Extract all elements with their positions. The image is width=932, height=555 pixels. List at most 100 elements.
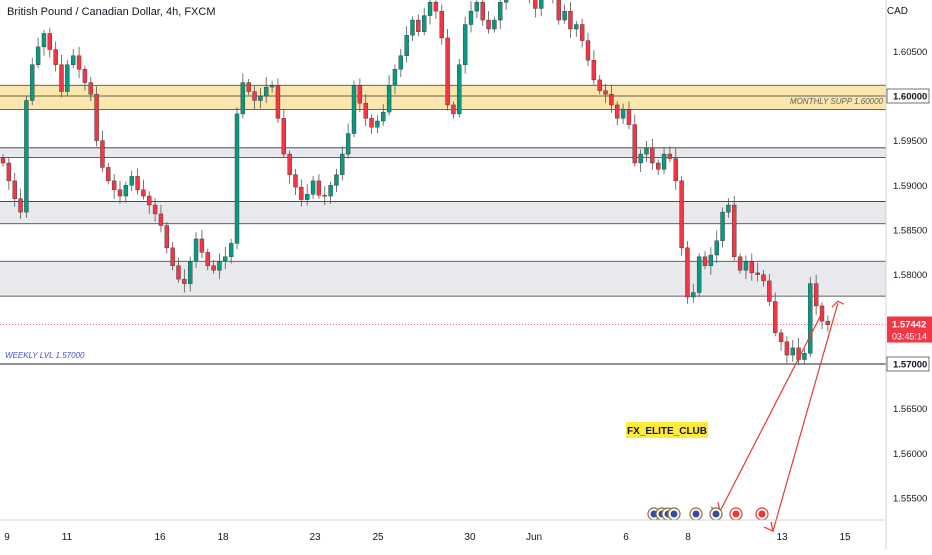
candle-body (12, 180, 17, 199)
candle-body (439, 10, 444, 39)
candle-body (422, 15, 427, 32)
candles-layer (0, 0, 831, 366)
candle-body (30, 64, 35, 101)
candle-body (158, 213, 164, 226)
candle-body (293, 174, 298, 188)
x-tick-label: 9 (4, 532, 10, 543)
y-tick-label: 1.58000 (893, 270, 927, 281)
zone-grey-1 (0, 147, 886, 158)
candle-body (211, 265, 216, 271)
level-badge-label: 1.60000 (893, 92, 927, 103)
candle-body (825, 320, 831, 325)
event-flag (692, 510, 700, 518)
candle-body (696, 256, 702, 293)
candle-body (667, 153, 673, 159)
calendar-event-icon (755, 507, 769, 521)
candle-body (691, 292, 696, 298)
candle-body (375, 120, 380, 128)
monthly-support-label: MONTHLY SUPP 1.60000 (790, 97, 884, 106)
x-tick-label: 11 (62, 532, 73, 543)
x-tick-label: 30 (464, 532, 476, 543)
chart-title: British Pound / Canadian Dollar, 4h, FXC… (4, 4, 219, 20)
candle-body (574, 24, 579, 30)
candle-body (264, 86, 269, 97)
candle-body (193, 238, 199, 262)
projection-arrow-head (763, 521, 774, 533)
y-tick-label: 1.60500 (893, 47, 927, 58)
candle-body (147, 195, 152, 206)
candle-body (778, 332, 784, 342)
candle-body (568, 10, 573, 30)
candle-body (720, 211, 725, 241)
candle-body (363, 102, 368, 119)
candle-body (597, 79, 602, 91)
event-flag (732, 510, 740, 518)
x-tick-label: 15 (839, 532, 851, 543)
zones-layer (0, 84, 886, 365)
candle-body (486, 19, 491, 30)
candle-body (808, 283, 813, 354)
candle-body (88, 82, 93, 95)
candle-body (141, 189, 146, 197)
candle-body (106, 167, 111, 182)
candle-body (281, 118, 286, 155)
x-tick-label: 23 (309, 532, 321, 543)
candle-body (182, 278, 187, 284)
candle-body (392, 68, 398, 86)
candle-body (0, 157, 6, 164)
candle-body (164, 225, 170, 249)
x-tick-label: 6 (623, 532, 629, 543)
candle-body (70, 55, 76, 65)
calendar-event-icon (689, 507, 703, 521)
y-tick-label: 1.55500 (893, 494, 927, 505)
candle-body (357, 85, 363, 104)
candle-body (6, 162, 12, 182)
candle-body (650, 147, 655, 164)
y-tick-label: 1.56000 (893, 449, 927, 460)
candle-body (749, 261, 754, 274)
candle-body (673, 158, 678, 182)
calendar-event-icon (729, 507, 743, 521)
level-badge-label: 1.57000 (893, 360, 927, 371)
candle-body (626, 109, 632, 125)
candle-body (199, 238, 205, 253)
signature-bg (626, 422, 708, 438)
candle-body (767, 280, 772, 302)
candle-body (427, 2, 433, 16)
candle-body (474, 2, 480, 12)
candle-body (100, 140, 105, 168)
x-tick-label: 18 (217, 532, 229, 543)
candle-body (462, 24, 468, 65)
candle-body (404, 35, 409, 57)
candle-body (345, 133, 351, 155)
candle-body (123, 185, 129, 197)
candle-body (205, 252, 210, 266)
candle-body (445, 37, 450, 106)
candle-body (761, 274, 766, 282)
candle-body (737, 256, 743, 271)
candle-body (47, 33, 52, 50)
candle-body (656, 162, 661, 170)
candle-body (59, 64, 64, 92)
level-badge-bg (886, 88, 930, 104)
signature-label: FX_ELITE_CLUB (627, 426, 707, 437)
current-price-badge (887, 316, 932, 343)
candle-body (334, 174, 339, 186)
candle-body (644, 147, 649, 155)
candle-body (240, 82, 246, 115)
candle-body (457, 64, 462, 115)
candle-body (76, 55, 82, 70)
candle-body (416, 19, 421, 32)
x-tick-label: 16 (154, 532, 166, 543)
level-badge-bg (886, 356, 930, 372)
candle-body (410, 19, 415, 36)
candle-body (498, 2, 503, 21)
candle-body (451, 104, 456, 115)
candle-body (579, 24, 585, 41)
candle-body (773, 301, 778, 333)
candle-body (228, 243, 234, 257)
candle-body (708, 254, 714, 266)
